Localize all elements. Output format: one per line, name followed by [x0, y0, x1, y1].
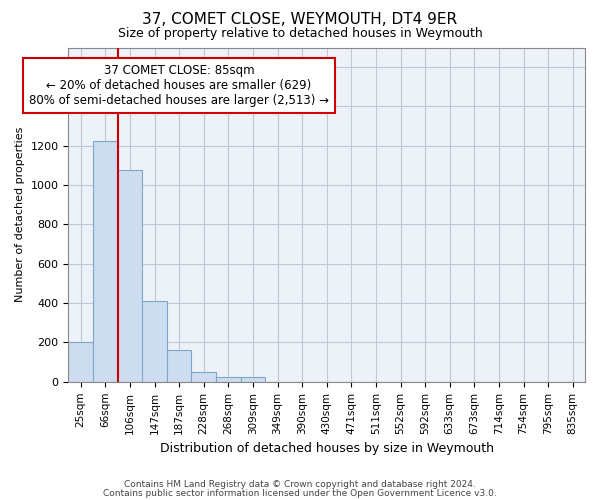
Bar	[167, 350, 191, 382]
Text: 37 COMET CLOSE: 85sqm
← 20% of detached houses are smaller (629)
80% of semi-det: 37 COMET CLOSE: 85sqm ← 20% of detached …	[29, 64, 329, 108]
Bar	[191, 372, 216, 382]
Text: Contains public sector information licensed under the Open Government Licence v3: Contains public sector information licen…	[103, 488, 497, 498]
Text: Contains HM Land Registry data © Crown copyright and database right 2024.: Contains HM Land Registry data © Crown c…	[124, 480, 476, 489]
X-axis label: Distribution of detached houses by size in Weymouth: Distribution of detached houses by size …	[160, 442, 494, 455]
Bar	[216, 377, 241, 382]
Text: 37, COMET CLOSE, WEYMOUTH, DT4 9ER: 37, COMET CLOSE, WEYMOUTH, DT4 9ER	[142, 12, 458, 28]
Bar	[68, 342, 93, 382]
Bar	[142, 301, 167, 382]
Bar	[118, 170, 142, 382]
Bar	[93, 141, 118, 382]
Bar	[241, 377, 265, 382]
Text: Size of property relative to detached houses in Weymouth: Size of property relative to detached ho…	[118, 28, 482, 40]
Y-axis label: Number of detached properties: Number of detached properties	[15, 127, 25, 302]
